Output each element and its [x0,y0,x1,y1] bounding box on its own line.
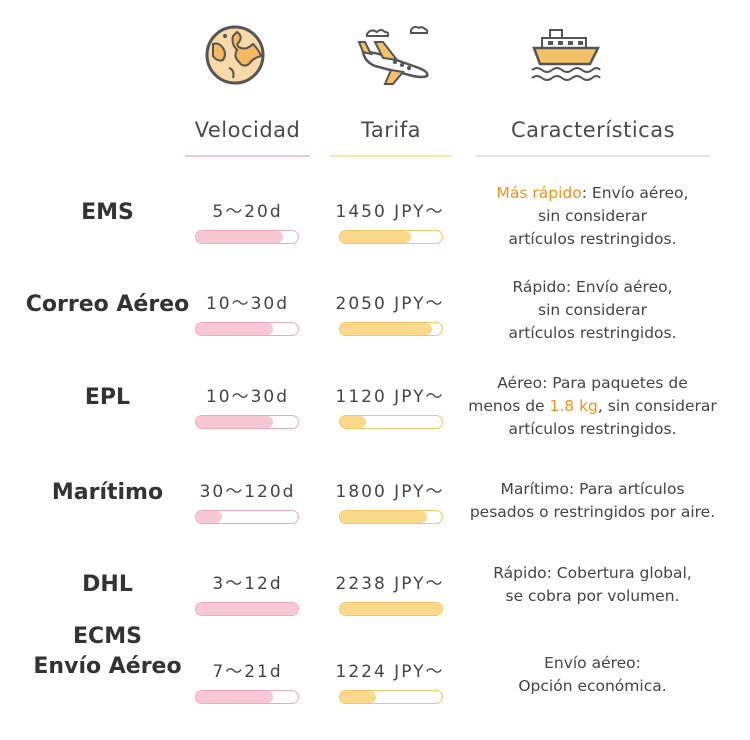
description: Marítimo: Para artículos pesados o restri… [469,480,716,521]
highlight-text: Más rápido [496,184,582,202]
speed-bar-fill [196,511,222,523]
speed-value: 10～30d [205,387,290,407]
price-bar [339,602,443,616]
carrier-name: ECMS Envío Aéreo [33,624,182,679]
description: Rápido: Envío aéreo, sin considerar artícu… [508,278,677,342]
header-price: Tarifa [361,118,421,142]
price-bar [339,415,443,429]
price-bar-fill [340,416,366,428]
description: Rápido: Cobertura global, se cobra por vo… [493,564,692,605]
globe-icon [205,25,265,85]
speed-value: 5～20d [212,202,283,222]
price-value: 1800 JPY～ [335,482,445,502]
price-value: 2238 JPY～ [335,574,445,594]
carrier-name: DHL [82,572,133,597]
price-bar-fill [340,323,432,335]
carrier-name: EMS [81,200,134,225]
speed-bar [195,602,299,616]
header-features: Características [510,118,676,142]
description: Envío aéreo: Opción económica. [518,654,667,695]
speed-bar-fill [196,603,298,615]
header-speed-underline [185,155,310,157]
header-speed: Velocidad [194,118,301,142]
speed-bar [195,322,299,336]
speed-value: 10～30d [205,294,290,314]
speed-bar [195,415,299,429]
price-value: 1224 JPY～ [335,662,445,682]
speed-bar-fill [196,231,283,243]
price-bar [339,322,443,336]
price-value: 2050 JPY～ [335,294,445,314]
carrier-name: Correo Aéreo [25,292,190,317]
speed-value: 7～21d [212,662,283,682]
price-bar [339,230,443,244]
price-bar-fill [340,691,376,703]
price-bar [339,690,443,704]
speed-bar [195,690,299,704]
carrier-name: Marítimo [51,480,164,505]
speed-bar-fill [196,691,273,703]
price-bar-fill [340,231,412,243]
speed-value: 30～120d [199,482,296,502]
carrier-name: EPL [84,385,131,410]
highlight-text: 1.8 kg [549,397,598,415]
speed-bar [195,510,299,524]
description: Más rápido: Envío aéreo, sin considerar ar… [496,184,689,248]
header-price-underline [330,155,452,157]
header-features-underline [476,155,710,157]
price-value: 1120 JPY～ [335,387,445,407]
price-value: 1450 JPY～ [335,202,445,222]
price-bar-fill [340,511,427,523]
speed-bar-fill [196,416,273,428]
price-bar-fill [340,603,442,615]
airplane-icon [357,25,429,85]
description: Aéreo: Para paquetes de menos de 1.8 kg, … [468,374,717,438]
price-bar [339,510,443,524]
speed-bar-fill [196,323,273,335]
speed-value: 3～12d [212,574,283,594]
speed-bar [195,230,299,244]
ship-icon [531,29,601,81]
